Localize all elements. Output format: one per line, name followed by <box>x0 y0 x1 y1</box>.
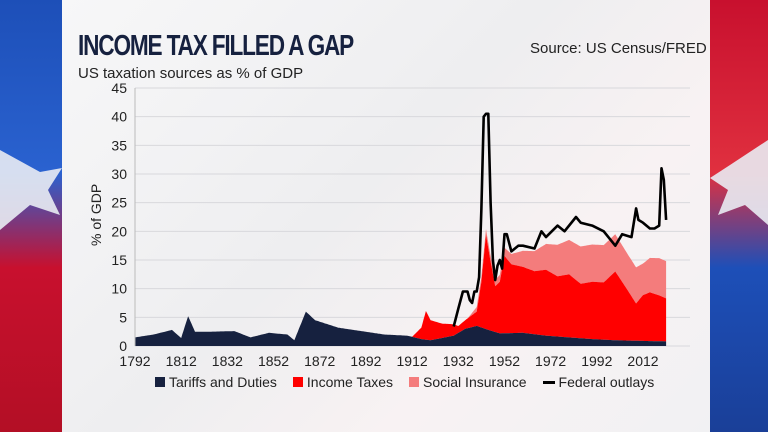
legend-label: Income Taxes <box>306 374 394 390</box>
flag-border-left <box>0 0 62 432</box>
x-tick-label: 1832 <box>212 353 243 369</box>
area-tariffs <box>135 311 667 346</box>
y-tick-label: 10 <box>111 281 127 297</box>
y-tick-label: 30 <box>111 166 127 182</box>
area-social <box>135 229 667 341</box>
y-axis-label: % of GDP <box>88 184 104 246</box>
flag-border-right <box>710 0 768 432</box>
star-icon <box>710 140 768 225</box>
y-tick-label: 0 <box>119 338 127 354</box>
chart-panel <box>62 0 710 432</box>
x-tick-label: 1932 <box>443 353 474 369</box>
y-tick-label: 25 <box>111 195 127 211</box>
y-tick-label: 35 <box>111 137 127 153</box>
legend-label: Social Insurance <box>423 374 527 390</box>
line-federal-outlays <box>452 112 668 327</box>
star-icon <box>0 150 62 230</box>
legend: Tariffs and Duties Income Taxes Social I… <box>155 374 654 390</box>
x-tick-label: 1952 <box>489 353 520 369</box>
x-tick-label: 1872 <box>304 353 335 369</box>
legend-label: Federal outlays <box>558 374 655 390</box>
x-tick-label: 1912 <box>397 353 428 369</box>
legend-label: Tariffs and Duties <box>169 374 277 390</box>
legend-item-social: Social Insurance <box>409 374 527 390</box>
y-tick-label: 40 <box>111 109 127 125</box>
y-tick-label: 20 <box>111 223 127 239</box>
x-tick-label: 1852 <box>258 353 289 369</box>
legend-item-income: Income Taxes <box>292 374 394 390</box>
x-tick-label: 1972 <box>535 353 566 369</box>
source-note: Source: US Census/FRED <box>530 40 707 57</box>
x-tick-label: 1892 <box>350 353 381 369</box>
chart-subtitle: US taxation sources as % of GDP <box>78 65 304 82</box>
y-tick-label: 45 <box>111 80 127 96</box>
area-income <box>135 234 667 342</box>
x-tick-label: 1792 <box>119 353 150 369</box>
x-tick-label: 2012 <box>627 353 658 369</box>
y-tick-label: 15 <box>111 252 127 268</box>
legend-item-outlays: Federal outlays <box>542 374 655 390</box>
x-tick-label: 1812 <box>166 353 197 369</box>
y-tick-label: 5 <box>119 309 127 325</box>
chart-title: INCOME TAX FILLED A GAP <box>78 30 354 62</box>
legend-item-tariffs: Tariffs and Duties <box>155 374 277 390</box>
x-tick-label: 1992 <box>581 353 612 369</box>
